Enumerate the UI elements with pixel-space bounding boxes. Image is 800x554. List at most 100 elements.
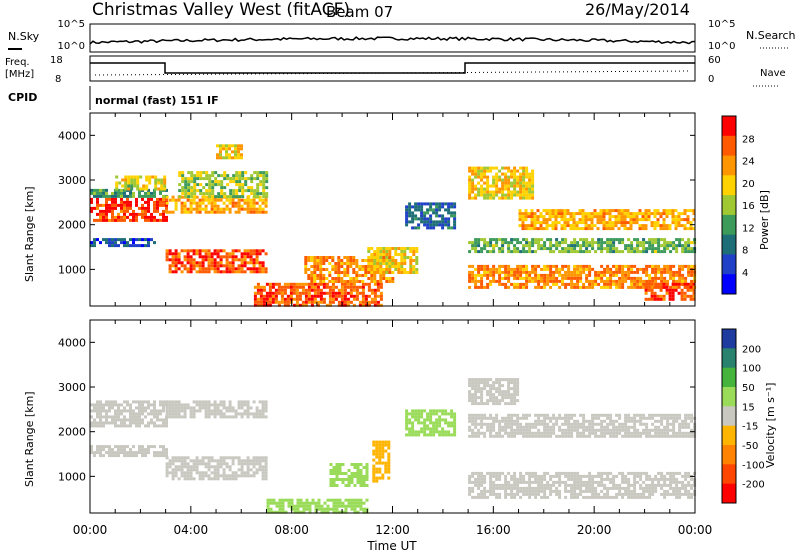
range-gate-cell xyxy=(591,419,595,423)
range-gate-cell xyxy=(408,430,412,434)
range-gate-cell xyxy=(114,238,117,242)
range-gate-cell xyxy=(432,202,436,206)
range-gate-cell xyxy=(639,416,643,420)
range-gate-cell xyxy=(569,212,573,216)
range-gate-cell xyxy=(471,378,475,382)
range-gate-cell xyxy=(180,210,184,214)
range-gate-cell xyxy=(397,253,401,256)
range-gate-cell xyxy=(379,291,383,295)
range-gate-cell xyxy=(432,430,436,434)
range-gate-cell xyxy=(555,416,559,420)
range-gate-cell xyxy=(492,279,496,283)
range-gate-cell xyxy=(367,294,371,298)
range-gate-cell xyxy=(651,267,655,271)
range-gate-cell xyxy=(147,194,150,198)
range-gate-cell xyxy=(651,477,655,481)
range-gate-cell xyxy=(171,409,175,413)
range-gate-cell xyxy=(235,192,239,196)
range-gate-cell xyxy=(405,415,409,419)
range-gate-cell xyxy=(489,190,493,194)
range-gate-cell xyxy=(468,416,472,420)
range-gate-cell xyxy=(237,456,241,460)
range-gate-cell xyxy=(381,446,385,450)
range-gate-cell xyxy=(426,223,430,227)
range-gate-cell xyxy=(162,218,165,222)
range-gate-cell xyxy=(298,297,302,301)
range-gate-cell xyxy=(663,474,667,478)
range-gate-cell xyxy=(645,247,649,251)
range-gate-cell xyxy=(605,227,609,231)
range-gate-cell xyxy=(120,197,123,201)
range-gate-cell xyxy=(350,481,354,484)
range-gate-cell xyxy=(468,181,472,185)
range-gate-cell xyxy=(153,215,156,219)
colorbar-tick-label: 4 xyxy=(742,268,748,279)
range-gate-cell xyxy=(102,194,105,198)
range-gate-cell xyxy=(231,459,235,463)
range-gate-cell xyxy=(244,189,248,193)
range-gate-cell xyxy=(105,200,108,204)
range-gate-cell xyxy=(507,175,511,179)
range-gate-cell xyxy=(114,218,117,222)
range-gate-cell xyxy=(537,238,541,242)
range-gate-cell xyxy=(606,489,610,493)
range-gate-cell xyxy=(441,214,445,218)
range-gate-cell xyxy=(531,492,535,496)
range-gate-cell xyxy=(513,244,517,248)
range-gate-cell xyxy=(539,212,543,216)
range-gate-cell xyxy=(659,215,663,219)
range-gate-cell xyxy=(468,250,472,254)
range-gate-cell xyxy=(307,288,311,292)
range-gate-cell xyxy=(195,207,199,211)
range-gate-cell xyxy=(159,412,162,416)
range-gate-cell xyxy=(555,471,559,475)
range-gate-cell xyxy=(379,256,383,259)
range-gate-cell xyxy=(516,422,520,426)
range-gate-cell xyxy=(438,415,442,419)
range-gate-cell xyxy=(96,448,99,452)
range-gate-cell xyxy=(249,462,253,466)
range-gate-cell xyxy=(668,209,672,213)
range-gate-cell xyxy=(657,267,661,271)
range-gate-cell xyxy=(623,209,627,213)
range-gate-cell xyxy=(322,262,326,265)
range-gate-cell xyxy=(295,297,299,301)
range-gate-cell xyxy=(295,282,299,286)
range-gate-cell xyxy=(222,403,226,407)
range-gate-cell xyxy=(108,197,111,201)
range-gate-cell xyxy=(600,471,604,475)
range-gate-cell xyxy=(612,419,616,423)
range-gate-cell xyxy=(648,244,652,248)
range-gate-cell xyxy=(621,273,625,277)
range-gate-cell xyxy=(477,279,481,283)
range-gate-cell xyxy=(504,495,508,499)
range-gate-cell xyxy=(588,250,592,254)
range-gate-cell xyxy=(672,247,676,251)
range-gate-cell xyxy=(313,274,317,277)
range-gate-cell xyxy=(510,492,514,496)
range-gate-cell xyxy=(256,288,260,292)
range-gate-cell xyxy=(141,454,144,458)
range-gate-cell xyxy=(256,297,260,301)
range-gate-cell xyxy=(193,174,197,178)
range-gate-cell xyxy=(388,271,392,274)
range-gate-cell xyxy=(615,419,619,423)
range-gate-cell xyxy=(645,428,649,432)
range-gate-cell xyxy=(105,194,108,198)
range-gate-cell xyxy=(216,270,220,274)
range-gate-cell xyxy=(591,413,595,417)
range-gate-cell xyxy=(564,474,568,478)
range-gate-cell xyxy=(310,297,314,301)
range-gate-cell xyxy=(483,477,487,481)
range-gate-cell xyxy=(543,273,547,277)
range-gate-cell xyxy=(174,261,178,265)
range-gate-cell xyxy=(132,409,135,413)
range-gate-cell xyxy=(362,478,366,481)
range-gate-cell xyxy=(183,258,187,262)
freq-panel xyxy=(89,55,696,82)
range-gate-cell xyxy=(597,247,601,251)
range-gate-cell xyxy=(199,174,203,178)
range-gate-cell xyxy=(217,192,221,196)
range-gate-cell xyxy=(334,291,338,295)
range-gate-cell xyxy=(561,434,565,438)
